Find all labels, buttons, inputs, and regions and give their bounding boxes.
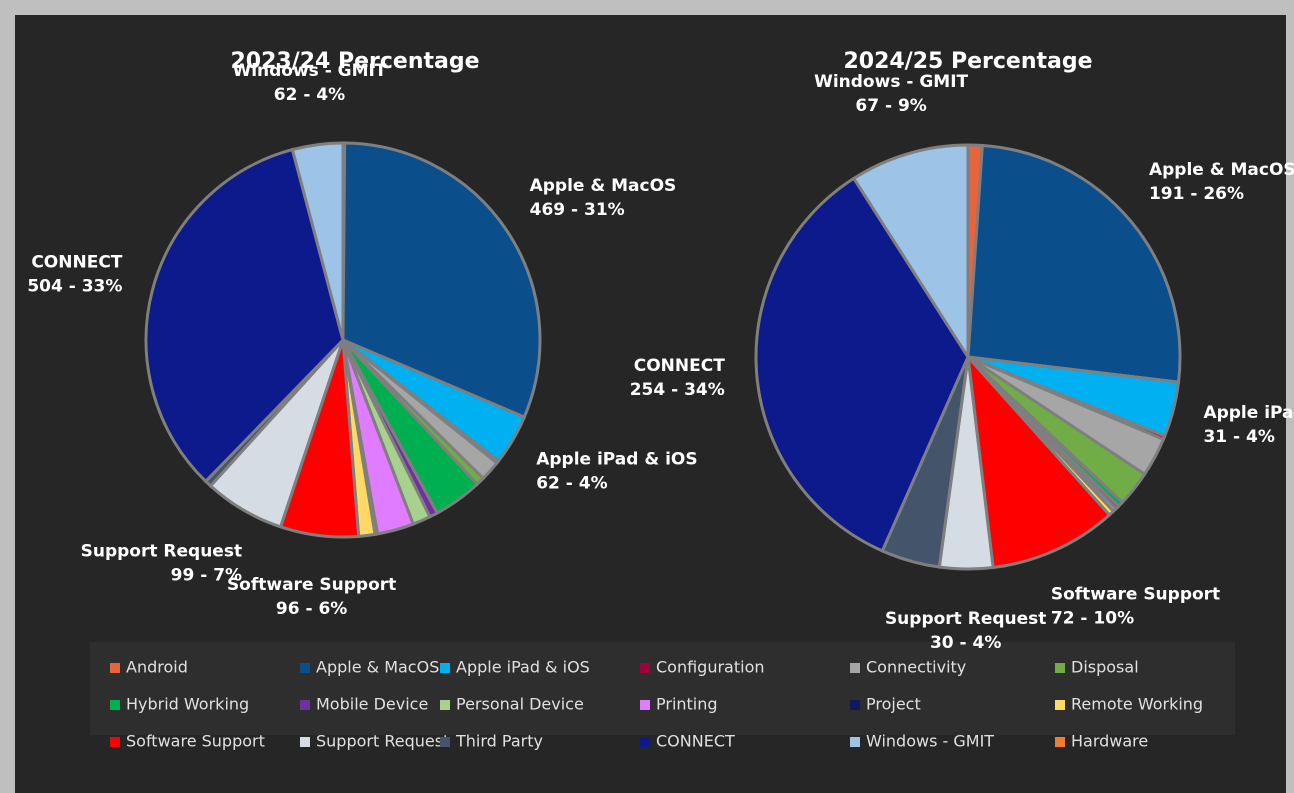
pie-slice (966, 143, 1182, 384)
legend-swatch (1055, 663, 1065, 673)
legend-swatch (1055, 700, 1065, 710)
slice-value-label: 62 - 4% (536, 473, 607, 493)
slice-label: Apple iPad & iOS (1203, 403, 1294, 423)
legend-swatch (110, 700, 120, 710)
legend-swatch (640, 700, 650, 710)
legend-label: Apple iPad & iOS (456, 658, 590, 677)
slice-value-label: 67 - 9% (855, 96, 926, 116)
slice-value-label: 191 - 26% (1149, 184, 1244, 204)
legend-swatch (300, 663, 310, 673)
legend-swatch (850, 700, 860, 710)
legend-swatch (850, 737, 860, 747)
slice-value-label: 30 - 4% (930, 633, 1001, 653)
legend-label: Apple & MacOS (316, 658, 439, 677)
slice-value-label: 31 - 4% (1203, 427, 1274, 447)
slice-label: Apple & MacOS (530, 176, 677, 196)
legend-label: Remote Working (1071, 695, 1203, 714)
legend-swatch (110, 663, 120, 673)
slice-value-label: 62 - 4% (274, 85, 345, 105)
slice-label: Windows - GMIT (814, 72, 968, 92)
pie-slice (144, 147, 345, 484)
pie-slice (851, 143, 970, 363)
slice-label: Software Support (227, 575, 396, 595)
legend-label: Software Support (126, 732, 265, 751)
slice-value-label: 99 - 7% (171, 565, 242, 585)
legend-label: Windows - GMIT (866, 732, 994, 751)
slice-label: CONNECT (31, 253, 122, 273)
slice-label: Support Request (885, 609, 1046, 629)
chart-title: 2023/24 Percentage (230, 49, 479, 74)
slice-value-label: 72 - 10% (1051, 609, 1134, 629)
slice-value-label: 254 - 34% (630, 380, 725, 400)
legend-label: Project (866, 695, 921, 714)
legend-label: CONNECT (656, 732, 735, 751)
pie-slice (341, 141, 542, 420)
legend-label: Third Party (455, 732, 543, 751)
legend-swatch (640, 737, 650, 747)
legend-label: Hybrid Working (126, 695, 249, 714)
legend-label: Disposal (1071, 658, 1139, 677)
legend-label: Connectivity (866, 658, 966, 677)
legend-swatch (1055, 737, 1065, 747)
pie-slice (754, 176, 970, 553)
legend-swatch (440, 663, 450, 673)
legend-label: Personal Device (456, 695, 584, 714)
slice-label: Windows - GMIT (232, 61, 386, 81)
slice-value-label: 96 - 6% (276, 599, 347, 619)
legend-label: Configuration (656, 658, 765, 677)
slice-label: Apple & MacOS (1149, 160, 1294, 180)
legend-swatch (440, 700, 450, 710)
legend-box (90, 642, 1235, 735)
slice-label: Software Support (1051, 585, 1220, 605)
slice-label: Support Request (81, 541, 242, 561)
slice-label: Apple iPad & iOS (536, 449, 697, 469)
legend-swatch (110, 737, 120, 747)
slice-label: CONNECT (634, 356, 725, 376)
legend-label: Android (126, 658, 188, 677)
chart-title: 2024/25 Percentage (843, 49, 1092, 74)
slice-value-label: 469 - 31% (530, 200, 625, 220)
legend-swatch (440, 737, 450, 747)
legend-label: Mobile Device (316, 695, 428, 714)
pie-slice (965, 352, 1112, 570)
legend-label: Printing (656, 695, 718, 714)
legend-swatch (640, 663, 650, 673)
legend-label: Hardware (1071, 732, 1148, 751)
slice-value-label: 504 - 33% (27, 277, 122, 297)
legend-swatch (850, 663, 860, 673)
legend-swatch (300, 737, 310, 747)
legend-label: Support Request (316, 732, 449, 751)
legend-swatch (300, 700, 310, 710)
